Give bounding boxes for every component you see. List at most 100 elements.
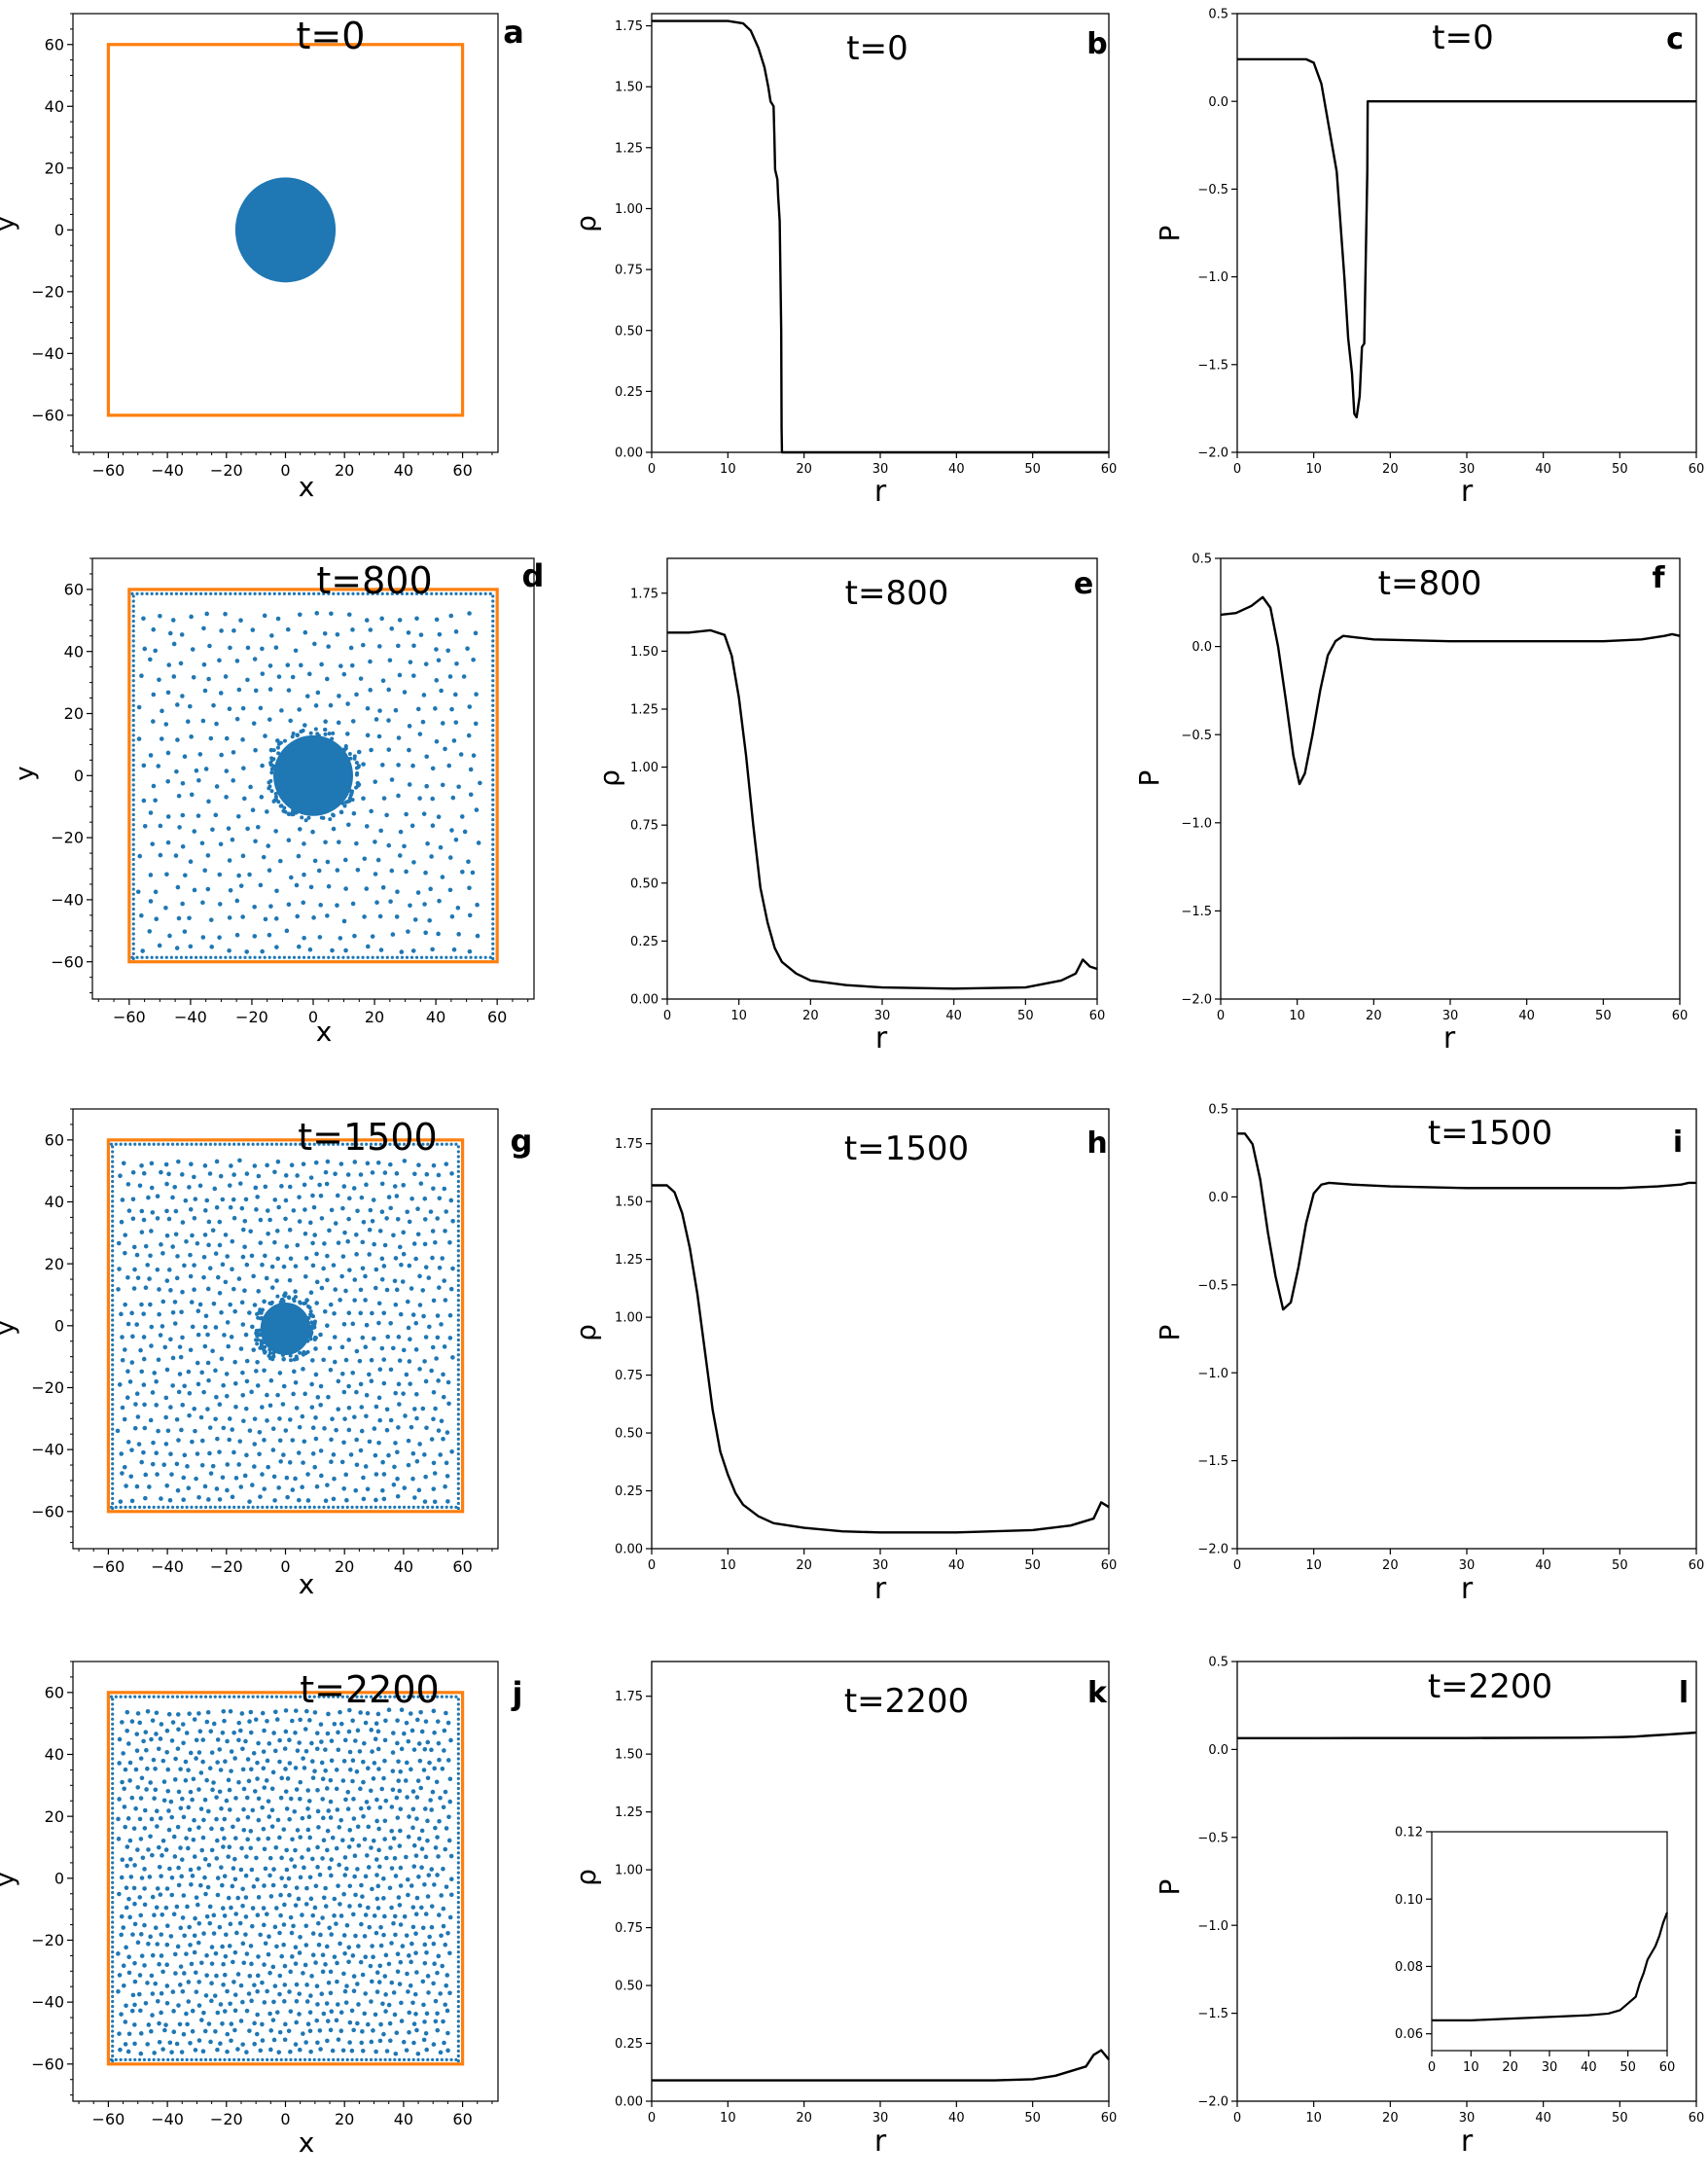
boundary-particle bbox=[456, 1792, 460, 1796]
particle bbox=[178, 661, 184, 666]
boundary-particle bbox=[279, 2057, 283, 2061]
particle bbox=[169, 2050, 174, 2055]
particle bbox=[444, 1209, 448, 1214]
particle bbox=[286, 688, 292, 693]
particle bbox=[123, 1250, 127, 1256]
boundary-particle bbox=[131, 857, 135, 862]
boundary-particle bbox=[302, 1142, 307, 1146]
particle bbox=[345, 1172, 351, 1177]
x-tick-label: −40 bbox=[151, 461, 184, 480]
particle bbox=[122, 1983, 126, 1988]
particle bbox=[442, 1728, 447, 1733]
particle bbox=[137, 1816, 143, 1822]
boundary-particle bbox=[111, 1871, 115, 1875]
particle bbox=[240, 1254, 246, 1260]
boundary-particle bbox=[161, 1142, 165, 1146]
particle bbox=[169, 1738, 175, 1743]
y-axis-label: P bbox=[1133, 770, 1165, 787]
particle bbox=[255, 1359, 260, 1365]
particle bbox=[295, 733, 301, 738]
boundary-particle bbox=[365, 2057, 369, 2061]
panel-letter: h bbox=[1086, 1126, 1107, 1161]
particle bbox=[379, 1209, 385, 1214]
particle bbox=[340, 1778, 346, 1783]
x-axis-label: r bbox=[1461, 2125, 1474, 2159]
boundary-particle bbox=[251, 1695, 255, 1698]
particle bbox=[321, 1815, 326, 1821]
particle bbox=[294, 882, 300, 888]
particle bbox=[265, 1208, 270, 1213]
boundary-particle bbox=[111, 1736, 115, 1741]
particle bbox=[117, 1797, 122, 1802]
boundary-particle bbox=[131, 614, 135, 618]
particle bbox=[425, 1838, 430, 1843]
particle bbox=[375, 1906, 381, 1911]
particle bbox=[369, 808, 374, 814]
boundary-particle bbox=[456, 1338, 460, 1342]
particle bbox=[274, 945, 279, 949]
x-tick-label: 60 bbox=[1101, 2111, 1118, 2126]
particle bbox=[127, 1778, 132, 1783]
particle bbox=[346, 1945, 352, 1950]
boundary-particle bbox=[402, 2057, 407, 2061]
cluster-edge-particle bbox=[323, 732, 328, 736]
particle bbox=[157, 677, 161, 683]
particle bbox=[319, 1285, 325, 1291]
cluster-edge-particle bbox=[276, 741, 281, 746]
boundary-particle bbox=[488, 955, 492, 959]
particle bbox=[230, 1238, 235, 1244]
boundary-particle bbox=[111, 1742, 115, 1746]
particle bbox=[204, 611, 209, 617]
particle bbox=[283, 1216, 288, 1222]
particle bbox=[318, 1932, 323, 1938]
particle bbox=[202, 1233, 208, 1237]
particle bbox=[335, 1193, 340, 1198]
particle bbox=[335, 903, 339, 908]
particle bbox=[381, 1775, 386, 1781]
particle bbox=[125, 1844, 130, 1849]
boundary-particle bbox=[474, 955, 478, 959]
cluster-edge-particle bbox=[255, 1341, 260, 1346]
boundary-particle bbox=[160, 955, 163, 959]
boundary-particle bbox=[111, 2019, 115, 2023]
particle bbox=[197, 1183, 203, 1189]
particle bbox=[374, 1989, 380, 1994]
particle bbox=[387, 2020, 393, 2026]
boundary-particle bbox=[456, 1930, 460, 1934]
particle bbox=[188, 2040, 193, 2046]
particle bbox=[190, 1233, 195, 1238]
y-tick-label: 0.50 bbox=[615, 1980, 643, 1994]
particle bbox=[275, 1256, 281, 1262]
particle bbox=[380, 2001, 385, 2007]
particle bbox=[200, 718, 206, 724]
boundary-particle bbox=[111, 1239, 115, 1243]
particle bbox=[197, 1729, 203, 1734]
boundary-particle bbox=[456, 1901, 460, 1905]
particle bbox=[329, 2009, 335, 2015]
particle bbox=[235, 1895, 240, 1901]
x-tick-label: 40 bbox=[1535, 462, 1551, 477]
particle bbox=[304, 694, 310, 698]
boundary-particle bbox=[256, 1695, 260, 1698]
boundary-particle bbox=[111, 1169, 115, 1173]
boundary-particle bbox=[111, 1264, 115, 1268]
x-tick-label: 50 bbox=[1612, 462, 1628, 477]
particle bbox=[224, 1932, 229, 1938]
boundary-particle bbox=[111, 1179, 115, 1184]
boundary-particle bbox=[456, 1304, 460, 1307]
particle bbox=[251, 1347, 257, 1352]
particle bbox=[361, 1496, 367, 1502]
boundary-particle bbox=[131, 877, 135, 881]
particle bbox=[325, 2038, 330, 2044]
particle bbox=[151, 692, 157, 697]
boundary-particle bbox=[111, 1195, 115, 1198]
particle bbox=[421, 1313, 426, 1319]
particle bbox=[258, 1240, 264, 1245]
boundary-particle bbox=[456, 1249, 460, 1253]
particle bbox=[142, 1963, 147, 1968]
particle bbox=[149, 1343, 154, 1348]
y-tick-label: 0.75 bbox=[615, 1921, 643, 1936]
particle bbox=[305, 1472, 310, 1477]
cluster-edge-particle bbox=[308, 1337, 313, 1341]
particle bbox=[265, 1758, 270, 1764]
